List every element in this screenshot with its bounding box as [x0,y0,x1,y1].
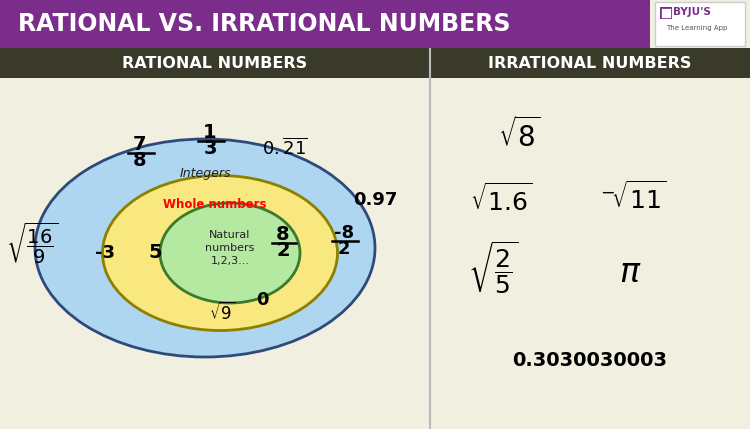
Text: The Learning App: The Learning App [666,25,728,31]
Bar [655,2,745,46]
Bar [0,48,430,78]
Text: Integers: Integers [179,166,231,179]
Bar [0,0,630,24]
Bar [430,48,750,78]
Text: BYJU'S: BYJU'S [673,7,711,17]
Text: 8: 8 [134,151,147,170]
Text: $\pi$: $\pi$ [619,257,641,290]
Text: 8: 8 [276,226,290,245]
FancyBboxPatch shape [0,0,650,48]
Text: Natural
numbers
1,2,3...: Natural numbers 1,2,3... [206,230,255,266]
Ellipse shape [160,203,300,303]
Text: $\sqrt{1.6}$: $\sqrt{1.6}$ [470,184,532,216]
Ellipse shape [103,175,338,330]
Text: $\sqrt{8}$: $\sqrt{8}$ [498,117,541,153]
Text: Whole numbers: Whole numbers [164,199,267,211]
Text: $\sqrt{\dfrac{16}{9}}$: $\sqrt{\dfrac{16}{9}}$ [6,221,59,266]
Text: -8: -8 [334,224,354,242]
Text: 2: 2 [276,242,290,260]
Text: 5: 5 [148,244,162,263]
Text: 0.97: 0.97 [352,191,398,209]
Bar [0,0,650,48]
Ellipse shape [35,139,375,357]
Text: 3: 3 [203,139,217,158]
Text: 1: 1 [203,124,217,142]
Text: $\sqrt{\dfrac{2}{5}}$: $\sqrt{\dfrac{2}{5}}$ [468,240,518,296]
Text: 0: 0 [256,291,268,309]
Bar [0,0,100,48]
Text: $^{-}\!\sqrt{11}$: $^{-}\!\sqrt{11}$ [600,182,666,214]
Bar [660,7,672,19]
Bar [661,8,671,18]
Text: RATIONAL NUMBERS: RATIONAL NUMBERS [122,55,308,70]
Text: -3: -3 [95,244,115,262]
Text: IRRATIONAL NUMBERS: IRRATIONAL NUMBERS [488,55,692,70]
Text: 2: 2 [338,240,350,258]
Text: $\sqrt{9}$: $\sqrt{9}$ [209,302,236,324]
Text: $0.\overline{21}$: $0.\overline{21}$ [262,137,308,159]
Text: 0.3030030003: 0.3030030003 [512,350,668,369]
Text: 7: 7 [134,136,147,154]
Text: RATIONAL VS. IRRATIONAL NUMBERS: RATIONAL VS. IRRATIONAL NUMBERS [18,12,511,36]
